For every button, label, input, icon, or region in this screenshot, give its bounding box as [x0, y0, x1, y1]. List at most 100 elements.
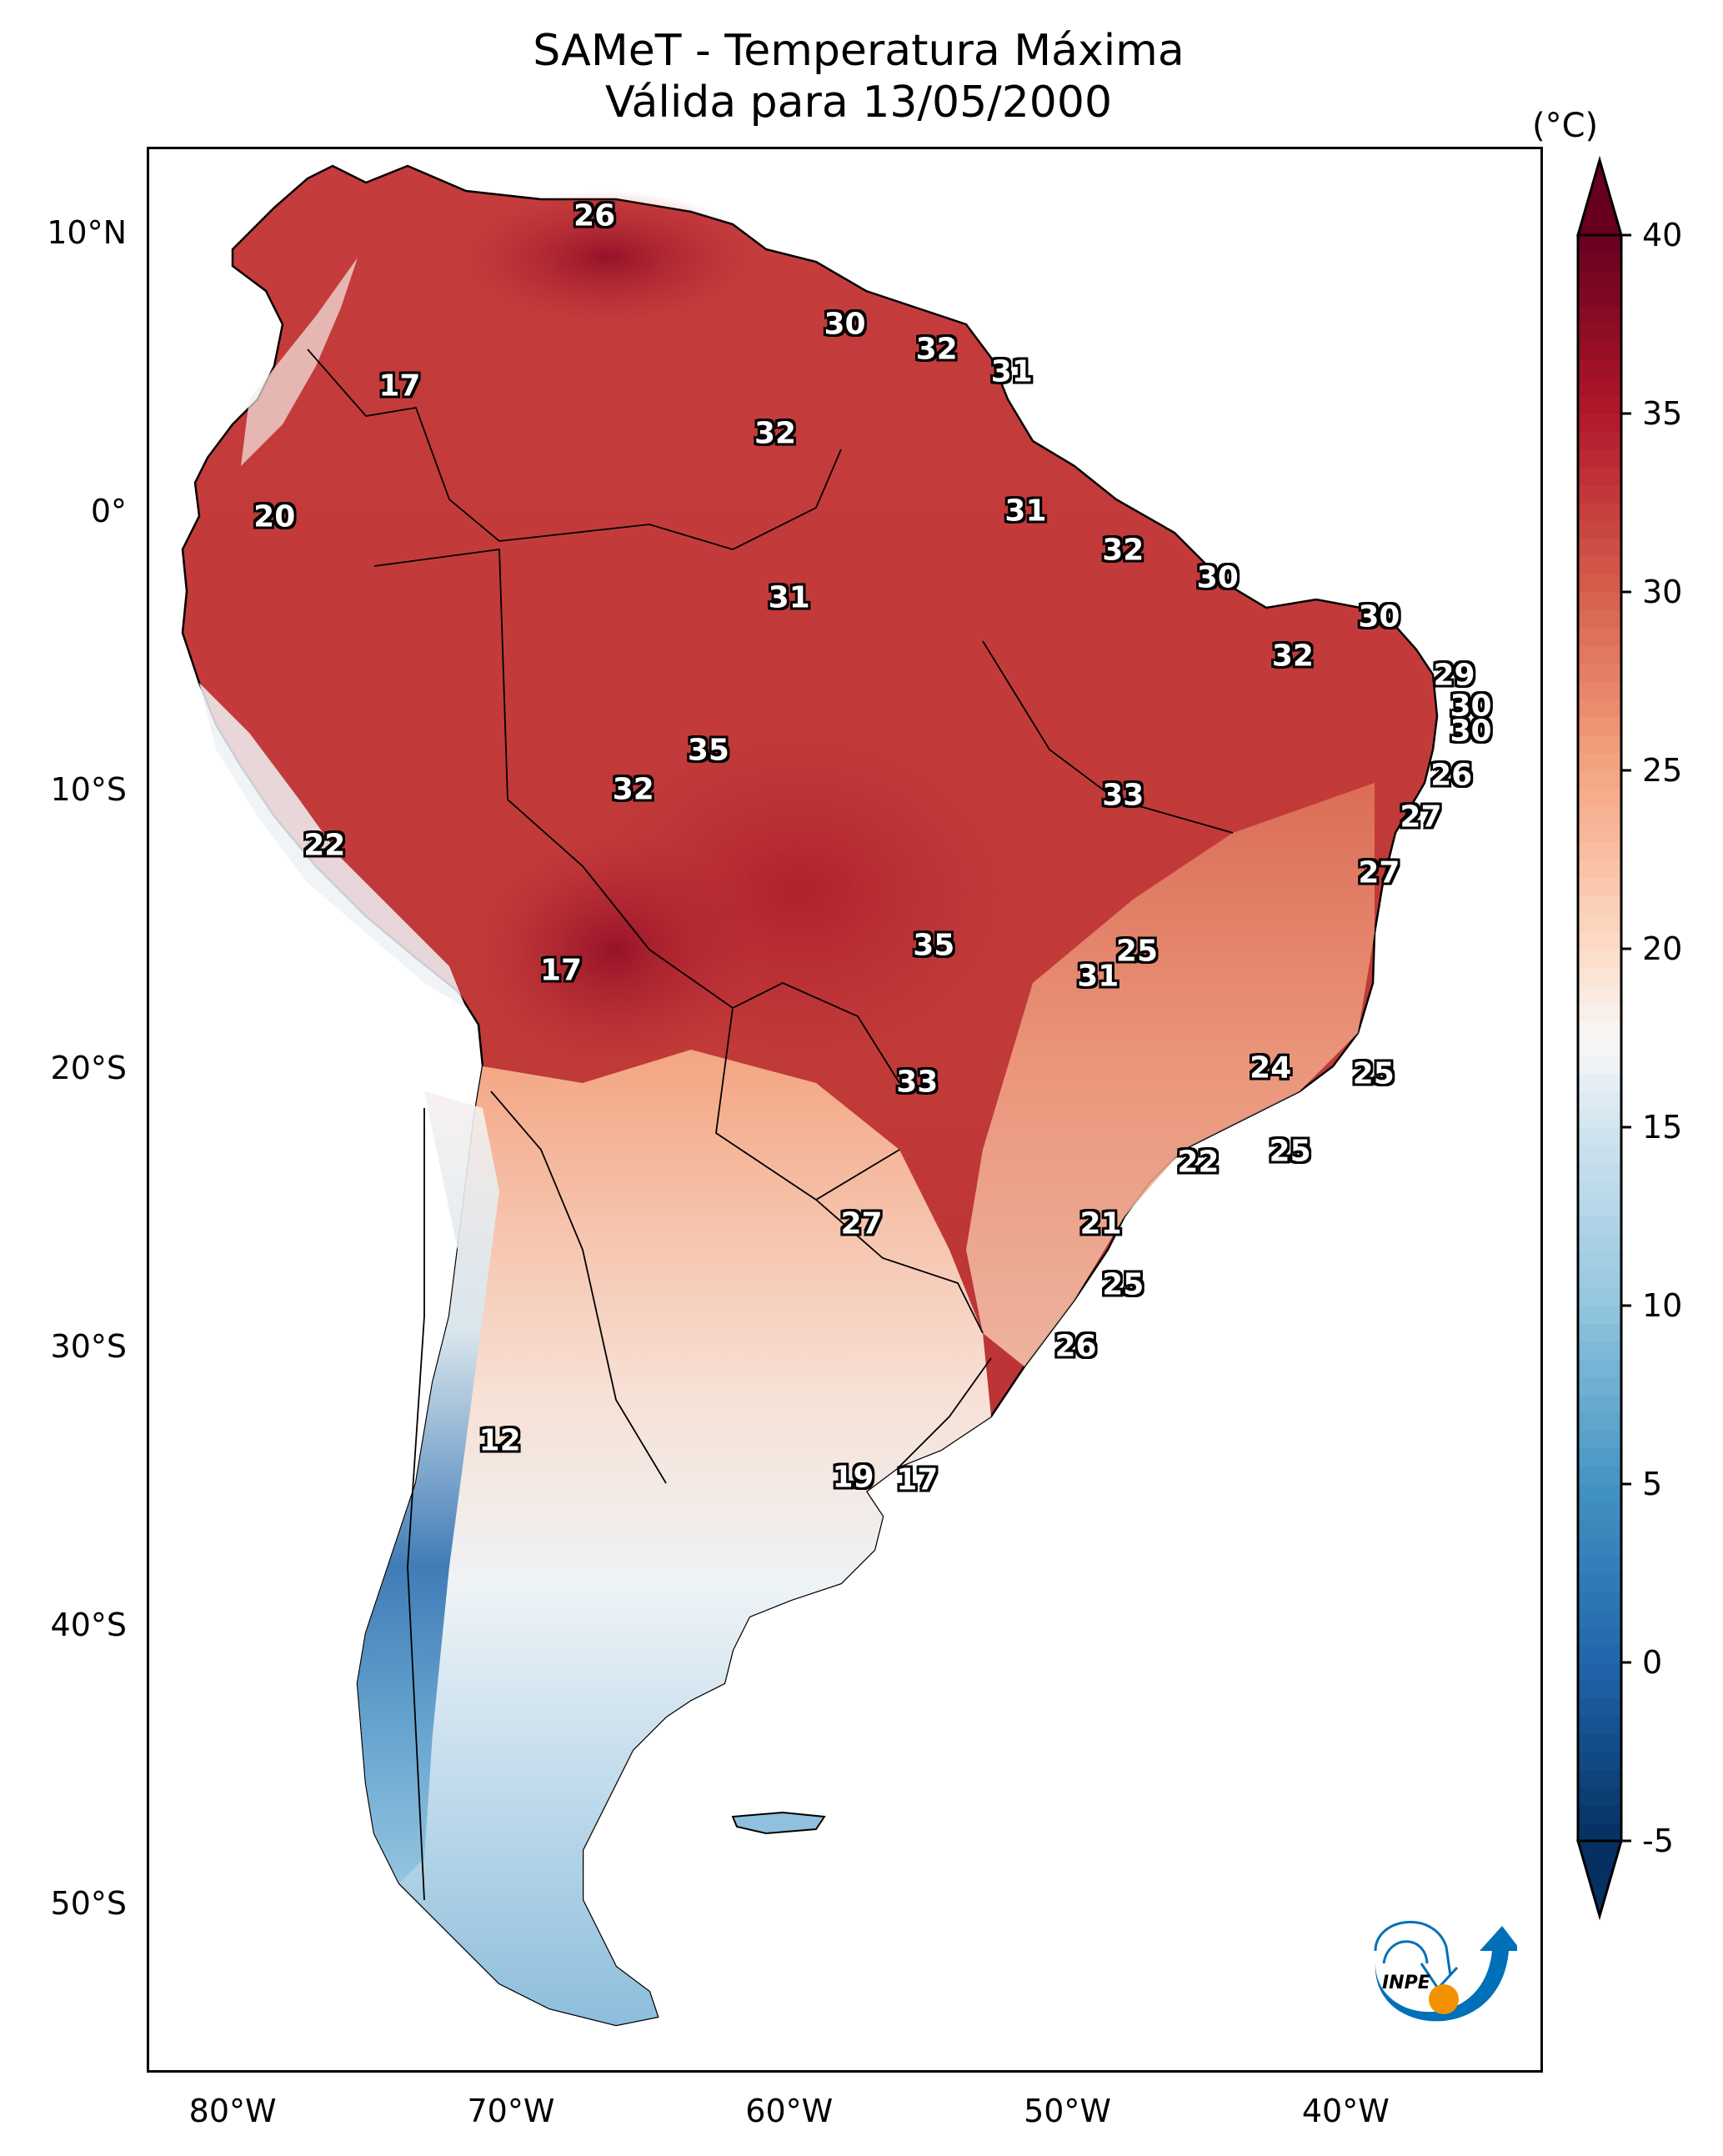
colorbar-tick-label: -5 [1642, 1823, 1674, 1859]
colorbar-segment [1578, 592, 1621, 610]
temperature-value-label: 26 [573, 198, 616, 233]
temperature-value-label: 26 [1430, 758, 1473, 793]
temperature-value-label: 33 [896, 1065, 939, 1100]
colorbar-segment [1578, 1412, 1621, 1431]
colorbar-segment [1578, 306, 1621, 325]
lon-tick-label: 40°W [1301, 2093, 1390, 2129]
colorbar-segment [1578, 1466, 1621, 1485]
colorbar-segment [1578, 1038, 1621, 1056]
colorbar-segment [1578, 1716, 1621, 1735]
colorbar-segment [1578, 1823, 1621, 1842]
colorbar-segment [1578, 841, 1621, 860]
colorbar-segment [1578, 645, 1621, 664]
colorbar-unit-label: (°C) [1532, 107, 1599, 145]
colorbar-tick-mark [1621, 233, 1631, 237]
colorbar-segment [1578, 395, 1621, 414]
colorbar-segment [1578, 1270, 1621, 1289]
colorbar-segment [1578, 253, 1621, 272]
colombia-andes-zone [241, 258, 358, 466]
temperature-value-label: 27 [1400, 800, 1442, 835]
lat-tick-label: 10°S [50, 771, 127, 808]
colorbar-tick-label: 30 [1642, 574, 1683, 610]
temperature-value-label: 31 [990, 354, 1033, 389]
temperature-value-label: 30 [824, 307, 866, 342]
lat-tick-label: 20°S [50, 1049, 127, 1086]
heat-core-mato-grosso [583, 725, 1016, 1058]
colorbar-segment [1578, 1341, 1621, 1360]
logo-text: INPE [1382, 1973, 1430, 1993]
temperature-value-label: 32 [1102, 533, 1144, 568]
temperature-value-label: 25 [1352, 1056, 1395, 1091]
colorbar-segment [1578, 1395, 1621, 1413]
colorbar-tick-mark [1621, 590, 1631, 594]
temperature-value-label: 25 [1269, 1134, 1311, 1169]
colorbar-segment [1578, 770, 1621, 789]
colorbar-segment [1578, 359, 1621, 379]
temperature-value-label: 12 [478, 1423, 521, 1458]
colorbar-segment [1578, 824, 1621, 843]
lat-tick-label: 50°S [50, 1884, 127, 1922]
colorbar-segment [1578, 342, 1621, 361]
lat-tick-label: 0° [90, 493, 127, 530]
temperature-value-label: 17 [896, 1462, 939, 1497]
colorbar-segment [1578, 1591, 1621, 1610]
colorbar-segment [1578, 1287, 1621, 1306]
colorbar-tick-mark [1621, 1304, 1631, 1307]
colorbar-segment [1578, 1306, 1621, 1324]
colorbar-segment [1578, 1787, 1621, 1806]
colorbar-segment [1578, 1109, 1621, 1128]
colorbar-segment [1578, 1002, 1621, 1021]
lon-tick-label: 50°W [1024, 2093, 1111, 2129]
colorbar-segment [1578, 235, 1621, 253]
chart-title: SAMeT - Temperatura Máxima [533, 26, 1185, 76]
temperature-value-label: 29 [1433, 658, 1475, 693]
colorbar-segment [1578, 538, 1621, 557]
temperature-value-label: 25 [1115, 934, 1159, 969]
temperature-value-label: 30 [1196, 560, 1239, 595]
colorbar-segment [1578, 627, 1621, 646]
colorbar-segment [1578, 288, 1621, 308]
colorbar-tick-label: 0 [1642, 1644, 1663, 1681]
colorbar-segment [1578, 609, 1621, 629]
logo-swoosh-icon [1375, 1926, 1517, 2022]
colorbar-segment [1578, 1127, 1621, 1146]
colorbar-segment [1578, 984, 1621, 1003]
temperature-value-label: 35 [913, 928, 955, 963]
colorbar-tick-mark [1621, 1661, 1631, 1664]
colorbar [1576, 155, 1623, 1921]
colorbar-tick-mark [1621, 1126, 1631, 1129]
temperature-value-label: 21 [1079, 1206, 1122, 1241]
colorbar-segment [1578, 1073, 1621, 1092]
lat-tick-label: 30°S [50, 1327, 127, 1365]
colorbar-tick-mark [1621, 1482, 1631, 1486]
colorbar-tick-label: 10 [1642, 1287, 1683, 1324]
colorbar-segment [1578, 860, 1621, 878]
colorbar-segment [1578, 1162, 1621, 1181]
colorbar-segment [1578, 877, 1621, 896]
colorbar-segment [1578, 735, 1621, 754]
colorbar-tick-mark [1621, 769, 1631, 772]
colorbar-outline [1576, 233, 1623, 1843]
colorbar-tick-mark [1621, 947, 1631, 950]
colorbar-segment [1578, 1376, 1621, 1396]
colorbar-segment [1578, 1020, 1621, 1039]
temperature-value-label: 24 [1250, 1050, 1292, 1086]
colorbar-segment [1578, 520, 1621, 539]
inpe-logo: INPE [1374, 1920, 1517, 2022]
colorbar-segment [1578, 1805, 1621, 1824]
temperature-value-label: 30 [1450, 714, 1492, 749]
temperature-value-label: 32 [1271, 639, 1314, 674]
colorbar-segment [1578, 1251, 1621, 1271]
colorbar-segment [1578, 949, 1621, 967]
temperature-value-label: 32 [612, 772, 654, 807]
colorbar-tick-mark [1621, 412, 1631, 415]
temperature-value-label: 32 [754, 416, 797, 451]
colorbar-segment [1578, 414, 1621, 432]
colorbar-segment [1578, 1627, 1621, 1646]
colorbar-segment [1578, 930, 1621, 950]
temperature-value-label: 32 [915, 332, 958, 367]
temperature-value-label: 31 [1077, 959, 1119, 994]
colorbar-extend-max [1576, 155, 1623, 237]
temperature-value-label: 33 [1102, 778, 1144, 813]
colorbar-segment [1578, 449, 1621, 468]
